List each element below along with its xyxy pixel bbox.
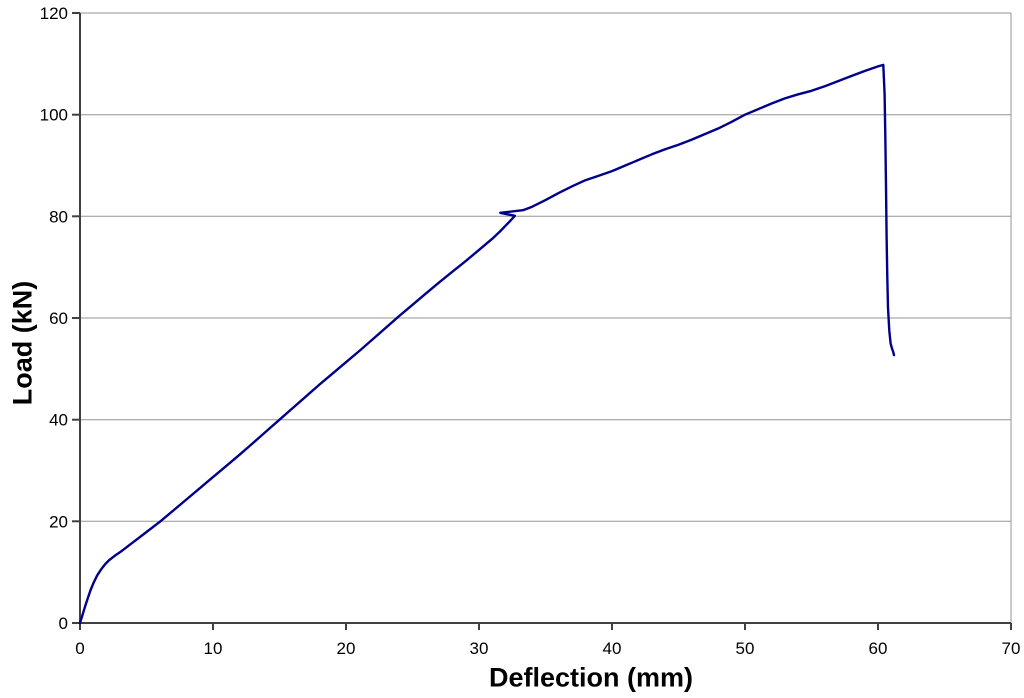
x-tick-label: 60: [869, 639, 888, 658]
y-axis-title: Load (kN): [7, 280, 38, 406]
x-tick-label: 70: [1002, 639, 1021, 658]
x-tick-label: 40: [603, 639, 622, 658]
y-tick-label: 20: [49, 512, 68, 531]
x-axis-title: Deflection (mm): [488, 662, 694, 693]
y-tick-label: 0: [59, 614, 68, 633]
x-tick-label: 20: [337, 639, 356, 658]
x-tick-label: 10: [204, 639, 223, 658]
x-tick-label: 0: [75, 639, 84, 658]
y-tick-label: 40: [49, 411, 68, 430]
y-tick-label: 80: [49, 207, 68, 226]
x-tick-label: 30: [470, 639, 489, 658]
y-tick-label: 100: [40, 106, 68, 125]
load-deflection-curve: [78, 63, 896, 625]
y-tick-label: 60: [49, 309, 68, 328]
y-tick-label: 120: [40, 4, 68, 23]
x-tick-label: 50: [736, 639, 755, 658]
